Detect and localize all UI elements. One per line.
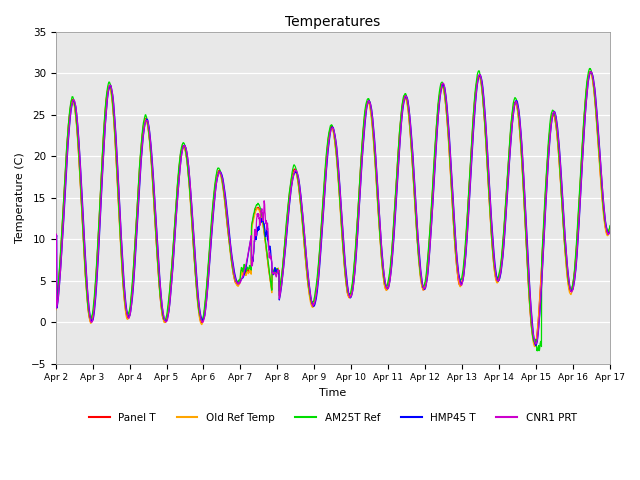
Title: Temperatures: Temperatures xyxy=(285,15,380,29)
X-axis label: Time: Time xyxy=(319,388,346,398)
Y-axis label: Temperature (C): Temperature (C) xyxy=(15,152,25,243)
Legend: Panel T, Old Ref Temp, AM25T Ref, HMP45 T, CNR1 PRT: Panel T, Old Ref Temp, AM25T Ref, HMP45 … xyxy=(85,408,581,427)
Text: VR_met: VR_met xyxy=(0,479,1,480)
